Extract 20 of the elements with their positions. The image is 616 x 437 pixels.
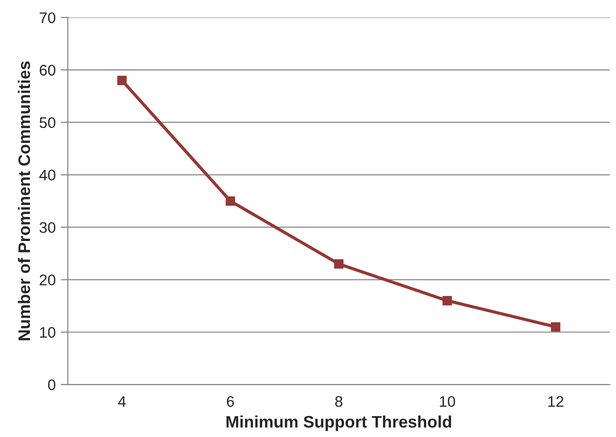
x-tick-label: 12 (548, 396, 564, 407)
x-tick-label: 10 (440, 396, 456, 407)
x-tick-label: 6 (226, 396, 234, 407)
y-axis-title: Number of Prominent Communities (18, 61, 30, 340)
y-tick-label: 40 (39, 170, 56, 180)
x-tick-label: 8 (335, 396, 342, 407)
y-tick-label: 60 (40, 64, 56, 76)
point (550, 322, 560, 332)
point (117, 76, 127, 86)
point (226, 196, 236, 206)
point (334, 259, 344, 269)
y-tick-label: 70 (40, 12, 56, 24)
y-tick-label: 10 (40, 326, 56, 338)
x-axis-title: Minimum Support Threshold (226, 415, 452, 432)
y-tick-label: 0 (48, 379, 56, 390)
point (442, 296, 452, 306)
x-tick-label: 4 (118, 396, 126, 407)
y-tick-label: 30 (40, 222, 56, 233)
y-tick-label: 20 (40, 274, 56, 286)
y-tick-label: 50 (40, 117, 56, 128)
